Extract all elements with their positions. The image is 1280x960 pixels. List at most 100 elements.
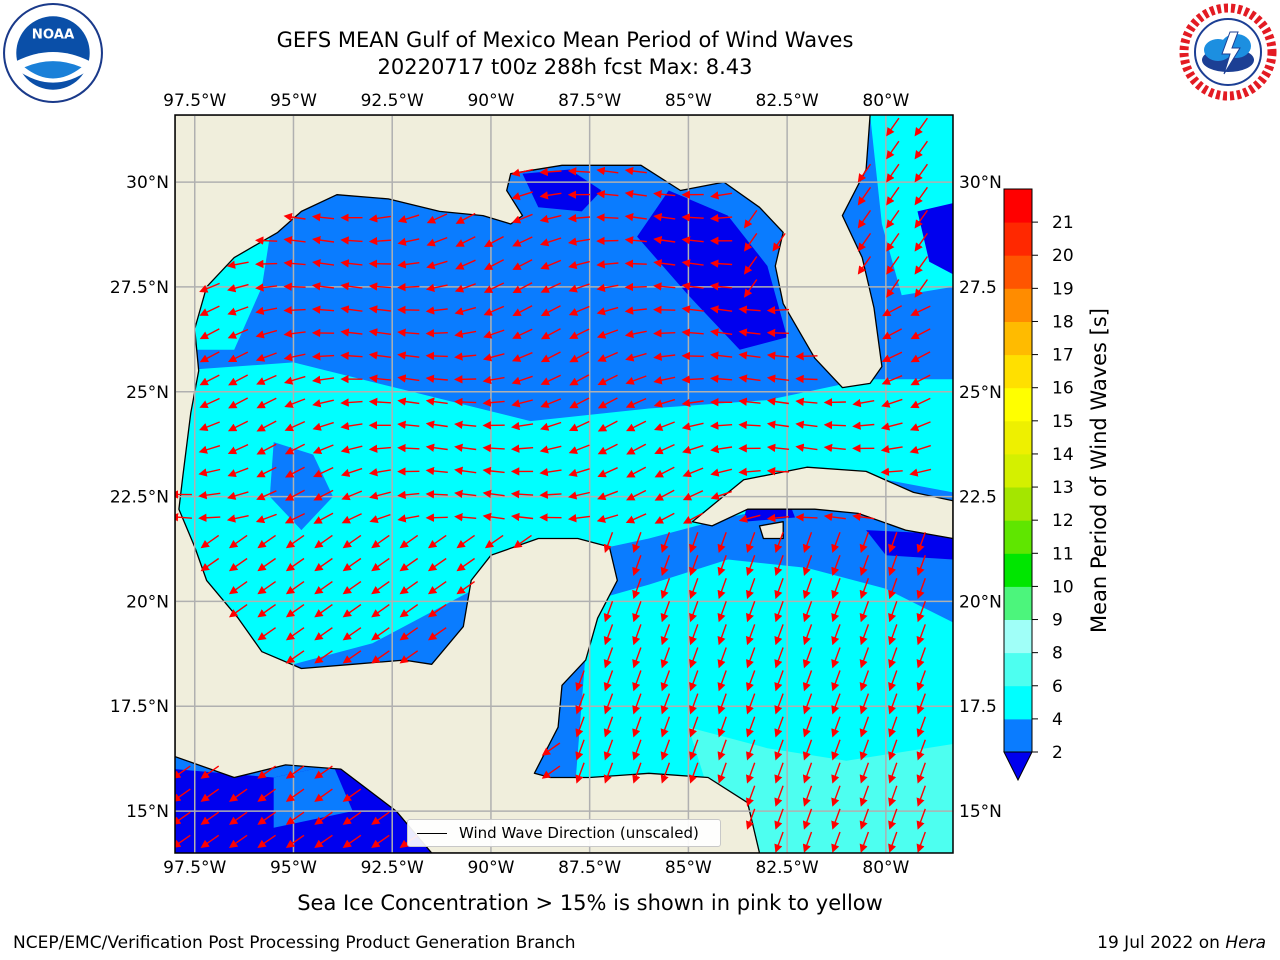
wave-direction-arrow [454, 329, 477, 339]
wave-direction-arrow [857, 186, 872, 206]
wave-direction-arrow [200, 557, 220, 572]
wave-direction-arrow [746, 808, 756, 830]
colorbar-tick-label: 21 [1052, 213, 1074, 233]
wave-direction-arrow [914, 232, 928, 252]
wave-direction-arrow [199, 397, 220, 409]
wave-direction-arrow [575, 716, 585, 738]
wave-direction-arrow [717, 601, 727, 623]
wave-direction-arrow [909, 444, 932, 454]
wave-direction-arrow [255, 306, 278, 316]
wave-direction-arrow [596, 329, 619, 339]
wave-direction-arrow [314, 834, 333, 849]
lon-tick-label-bottom: 97.5°W [163, 858, 226, 878]
wave-direction-arrow [228, 604, 248, 618]
wave-direction-arrow [632, 739, 642, 761]
wave-direction-arrow [285, 557, 305, 572]
wave-direction-arrow [399, 627, 419, 641]
wave-direction-arrow [454, 397, 477, 407]
wave-direction-arrow [880, 444, 903, 454]
wave-direction-arrow [312, 444, 334, 455]
wave-direction-arrow [859, 531, 870, 554]
wave-direction-arrow [399, 581, 419, 595]
wave-direction-arrow [454, 420, 477, 429]
wave-direction-arrow [427, 604, 447, 618]
wave-direction-arrow [227, 306, 249, 316]
colorbar-segment [1004, 354, 1032, 389]
wave-direction-arrow [717, 670, 727, 692]
wave-direction-arrow [539, 467, 562, 477]
wave-direction-arrow [852, 512, 875, 522]
wave-direction-arrow [283, 375, 306, 385]
wave-direction-arrow [540, 374, 561, 386]
wave-direction-arrow [914, 186, 928, 206]
wave-direction-arrow [482, 512, 505, 522]
wave-direction-arrow [340, 398, 363, 407]
chart-subtitle: 20220717 t00z 288h fcst Max: 8.43 [377, 55, 753, 79]
period-4-6-band-central [175, 362, 953, 665]
wave-direction-arrow [802, 624, 813, 646]
wave-direction-arrow [568, 444, 590, 455]
wave-direction-arrow [624, 166, 647, 176]
wave-direction-arrow [745, 785, 756, 807]
wave-direction-arrow [831, 785, 841, 807]
wave-direction-arrow [596, 190, 619, 199]
wave-direction-arrow [311, 282, 335, 291]
wave-direction-arrow [774, 554, 784, 577]
wave-direction-arrow [859, 762, 870, 784]
colorbar-tick-label: 9 [1052, 611, 1063, 631]
wave-direction-arrow [342, 811, 362, 825]
wave-direction-arrow [427, 627, 447, 641]
wave-direction-arrow [426, 213, 448, 224]
wave-direction-arrow [710, 444, 733, 454]
wave-direction-arrow [682, 490, 704, 501]
wave-direction-arrow [880, 422, 903, 431]
colorbar-tick-label: 18 [1052, 312, 1074, 332]
chart-title: GEFS MEAN Gulf of Mexico Mean Period of … [276, 28, 854, 52]
wave-direction-arrow [597, 490, 619, 501]
producer-credit: NCEP/EMC/Verification Post Processing Pr… [13, 933, 576, 953]
wave-direction-arrow [689, 716, 699, 738]
wave-direction-arrow [717, 578, 727, 600]
wave-direction-arrow [198, 468, 221, 477]
wave-direction-arrow [228, 374, 249, 386]
lon-tick-label-bottom: 95°W [270, 858, 317, 878]
wave-direction-arrow [340, 328, 363, 337]
wave-direction-arrow [257, 627, 276, 641]
wave-direction-arrow [916, 808, 926, 830]
wave-direction-arrow [539, 214, 562, 223]
wave-direction-arrow [710, 490, 732, 500]
wave-direction-arrow [575, 739, 585, 761]
wave-direction-arrow [710, 282, 733, 291]
wave-direction-arrow [284, 489, 305, 501]
wave-direction-arrow [746, 578, 756, 600]
wave-direction-arrow [568, 420, 590, 432]
wave-direction-arrow [285, 834, 305, 849]
wave-direction-arrow [603, 739, 614, 761]
wave-direction-arrow [886, 209, 900, 229]
wave-direction-arrow [312, 259, 335, 268]
wave-direction-arrow [397, 260, 420, 269]
wave-direction-arrow [852, 398, 875, 408]
wave-direction-arrow [888, 716, 898, 738]
wave-direction-arrow [200, 811, 220, 825]
wave-direction-arrow [539, 191, 562, 200]
wave-direction-arrow [802, 531, 813, 554]
wave-direction-arrow [575, 762, 585, 784]
wave-direction-arrow [540, 237, 562, 247]
wave-direction-arrow [717, 647, 727, 669]
wave-direction-arrow [597, 420, 618, 432]
wave-direction-arrow [802, 739, 813, 761]
wave-direction-arrow [660, 693, 671, 715]
wave-direction-arrow [541, 765, 561, 779]
wave-direction-arrow [455, 212, 476, 224]
wave-direction-arrow [397, 214, 420, 224]
wave-direction-arrow [681, 422, 704, 431]
wave-direction-arrow [888, 739, 898, 761]
wave-direction-arrow [632, 762, 642, 784]
wave-direction-arrow [681, 375, 704, 384]
wave-direction-arrow [654, 512, 675, 524]
lon-tick-label-bottom: 92.5°W [361, 858, 424, 878]
wave-direction-arrow [456, 581, 476, 595]
lon-tick-label-top: 90°W [467, 91, 514, 111]
